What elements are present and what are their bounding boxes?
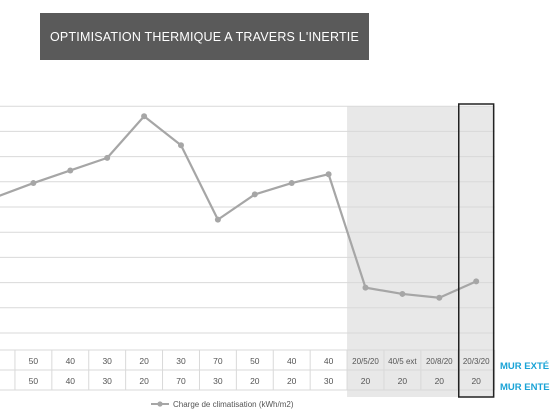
- table-cell: 30: [102, 356, 112, 366]
- table-cell: 20: [287, 376, 297, 386]
- table-cell: 50: [29, 356, 39, 366]
- highlight-box: [458, 103, 495, 398]
- table-cell: 40/5 ext: [388, 357, 417, 366]
- data-point: [288, 180, 295, 187]
- data-point: [399, 290, 406, 297]
- table-cell: 40: [324, 356, 334, 366]
- table-cell: 70: [176, 376, 186, 386]
- table-cell: 20: [435, 376, 445, 386]
- table-cell: 20: [361, 376, 371, 386]
- table-cell: 40: [66, 376, 76, 386]
- shaded-region: [347, 106, 495, 397]
- table-cell: 30: [176, 356, 186, 366]
- data-point: [325, 171, 332, 178]
- table-cell: 50: [29, 376, 39, 386]
- table-cell: 20/5/20: [352, 357, 379, 366]
- table-cell: 20: [139, 376, 149, 386]
- data-point: [30, 180, 37, 187]
- series-line: [0, 115, 477, 299]
- data-point: [67, 167, 74, 174]
- legend-marker: [157, 401, 163, 407]
- data-point: [362, 284, 369, 291]
- table-cell: 20: [471, 376, 481, 386]
- data-point: [473, 278, 480, 285]
- table-cell: 30: [324, 376, 334, 386]
- table-cell: 30: [102, 376, 112, 386]
- legend-label: Charge de climatisation (kWh/m2): [173, 400, 294, 409]
- row-label-exterior-wall: MUR EXTÉ: [500, 361, 550, 372]
- data-point: [141, 113, 148, 120]
- chart-title: OPTIMISATION THERMIQUE A TRAVERS L'INERT…: [50, 29, 359, 44]
- table-cell: 50: [250, 356, 260, 366]
- row-label-interior-wall: MUR ENTE: [500, 382, 550, 393]
- table-cell: 20: [398, 376, 408, 386]
- chart-title-banner: OPTIMISATION THERMIQUE A TRAVERS L'INERT…: [40, 13, 369, 60]
- data-point: [436, 294, 443, 301]
- table-cell: 20: [250, 376, 260, 386]
- data-point: [104, 154, 111, 161]
- table-cell: 40: [66, 356, 76, 366]
- table-cell: 20/3/20: [463, 357, 490, 366]
- data-point: [178, 142, 184, 149]
- data-point: [251, 191, 258, 198]
- table-cell: 30: [213, 376, 223, 386]
- table-cell: 40: [287, 356, 297, 366]
- table-cell: 20/8/20: [426, 357, 453, 366]
- table-cell: 70: [213, 356, 223, 366]
- data-point: [214, 216, 221, 223]
- table-cell: 20: [139, 356, 149, 366]
